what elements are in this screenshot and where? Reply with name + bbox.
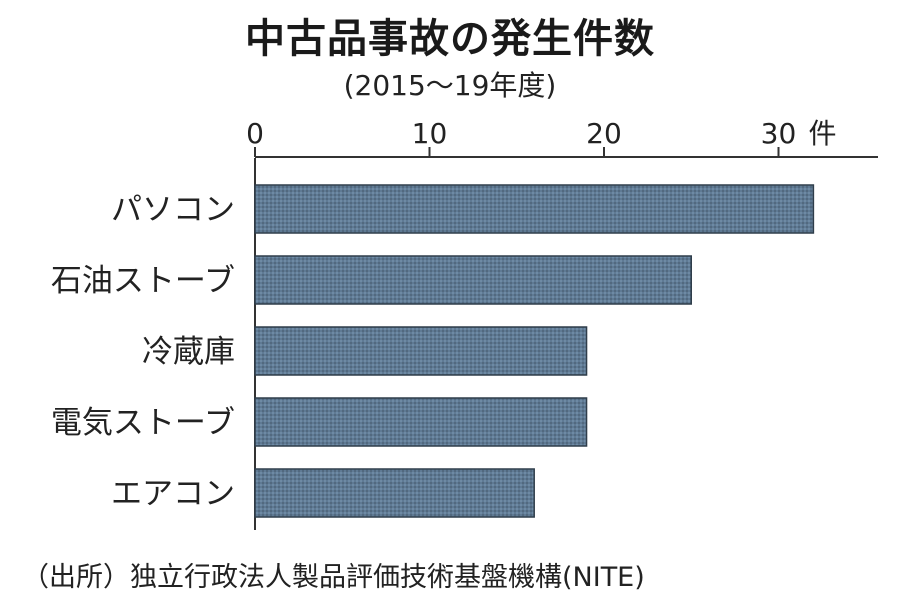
x-tick-label: 20 bbox=[586, 117, 622, 150]
bar bbox=[254, 255, 692, 305]
bar bbox=[254, 184, 815, 234]
x-tick-label: 30 bbox=[761, 117, 797, 150]
chart-subtitle: (2015～19年度) bbox=[343, 69, 557, 102]
category-label: 電気ストーブ bbox=[51, 405, 235, 441]
bar bbox=[254, 397, 588, 447]
x-unit-label: 件 bbox=[809, 117, 837, 150]
category-label: エアコン bbox=[111, 476, 235, 512]
x-tick-label: 0 bbox=[246, 117, 264, 150]
category-label: 冷蔵庫 bbox=[142, 334, 235, 370]
category-label: パソコン bbox=[111, 192, 235, 228]
x-tick-label: 10 bbox=[412, 117, 448, 150]
source-note: （出所）独立行政法人製品評価技術基盤機構(NITE) bbox=[22, 562, 645, 593]
bar bbox=[254, 326, 588, 376]
chart-title: 中古品事故の発生件数 bbox=[245, 16, 655, 62]
bar bbox=[254, 468, 535, 518]
category-label: 石油ストーブ bbox=[51, 263, 235, 299]
